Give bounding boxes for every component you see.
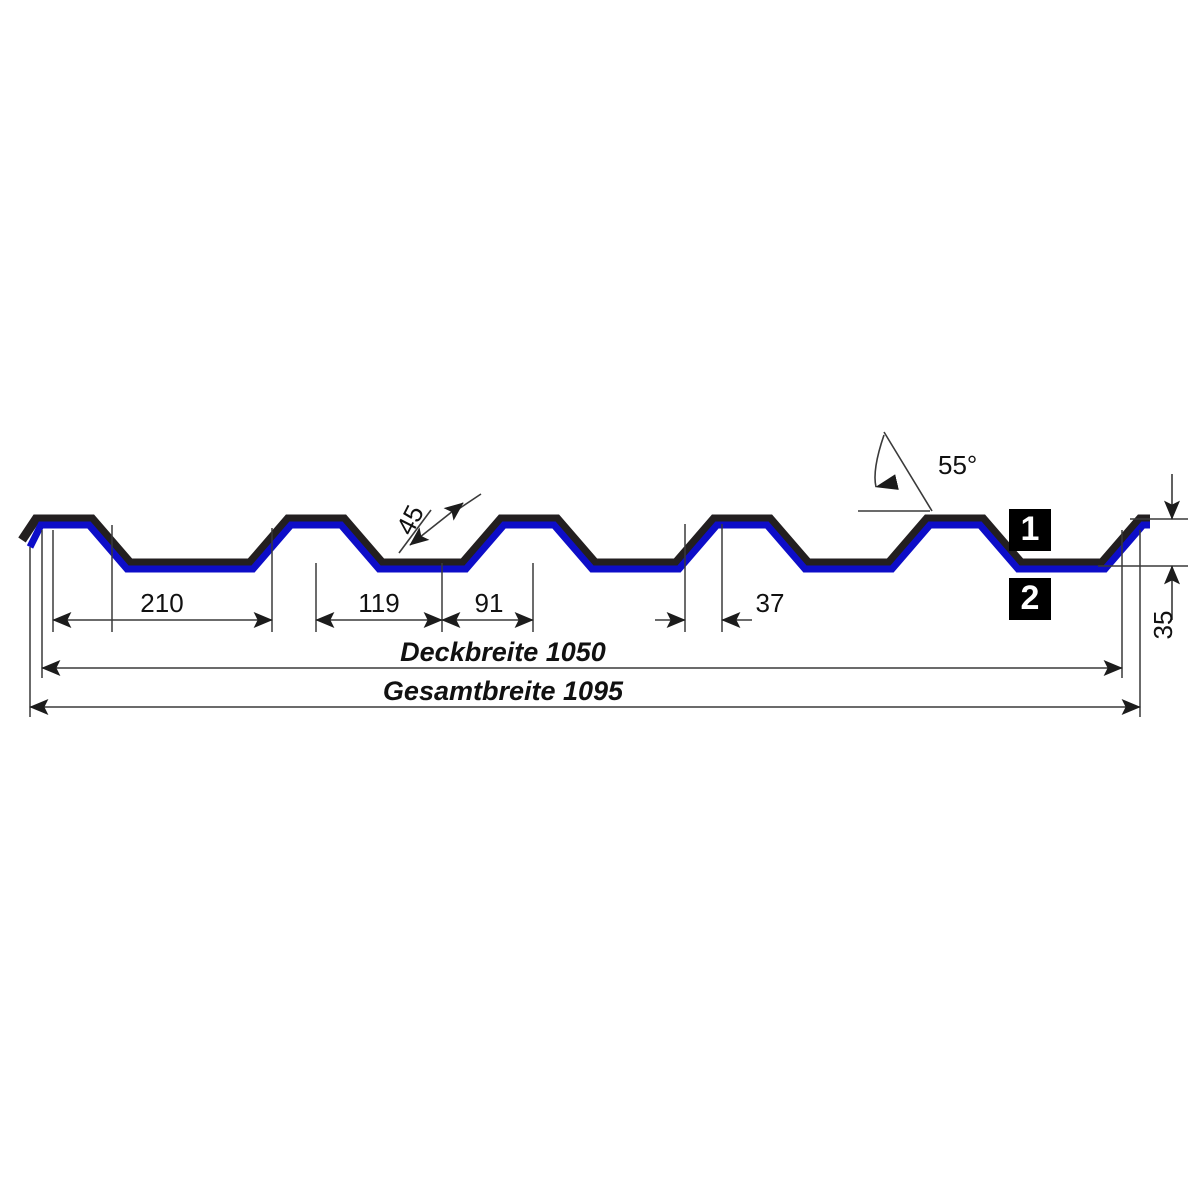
side-marker-1-box [1009,509,1051,551]
dimension-profile-height-35: 35 [1148,474,1180,640]
dimension-label-37: 37 [756,588,785,618]
dimension-valley-width-119: 119 [315,588,443,628]
label-deckbreite: Deckbreite 1050 [400,637,606,667]
dimension-label-55-degrees: 55° [938,450,977,480]
dimension-rib-pitch-210: 210 [52,588,273,628]
side-marker-1-label: 1 [1021,510,1040,548]
dimension-label-35: 35 [1148,611,1178,640]
extension-lines [29,518,1188,717]
dimension-total-width: Gesamtbreite 1095 [29,676,1141,715]
dimension-crown-pitch-91: 91 [441,588,534,628]
label-gesamtbreite: Gesamtbreite 1095 [383,676,624,706]
dimension-crown-width-37: 37 [655,588,785,628]
dimension-label-210: 210 [140,588,183,618]
dimension-label-91: 91 [475,588,504,618]
dimension-web-length-45: 45 [390,493,482,554]
sheet-profile-bottom-face [26,521,1150,573]
side-marker-1: 1 [1009,509,1051,551]
side-marker-2: 2 [1009,578,1051,620]
dimension-cover-width: Deckbreite 1050 [41,637,1123,676]
dimension-flank-angle-55: 55° [858,431,977,512]
dimension-label-119: 119 [358,588,399,618]
side-marker-2-label: 2 [1021,579,1040,617]
sheet-profile-top-face [18,514,1150,568]
side-marker-2-box [1009,578,1051,620]
